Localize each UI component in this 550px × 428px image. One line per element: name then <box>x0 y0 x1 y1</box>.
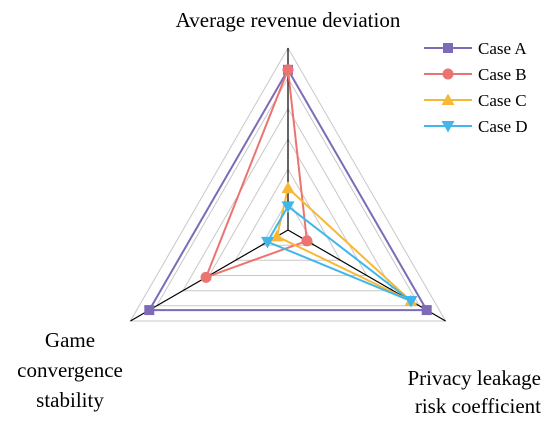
legend-item-case-b: Case B <box>424 65 527 84</box>
point-case-a-axis-1 <box>421 305 432 316</box>
axis-label-bottom-right-line2: risk coefficient <box>415 394 541 418</box>
legend-symbol-case-b <box>442 68 454 80</box>
legend: Case A Case B Case C Case D <box>424 39 528 136</box>
legend-marker-case-d <box>441 121 455 133</box>
series-line-case-d <box>266 204 412 302</box>
legend-marker-case-c <box>441 93 455 105</box>
radar-grid <box>129 46 447 322</box>
legend-marker-case-a <box>443 43 453 53</box>
series-line-case-b <box>204 69 308 279</box>
point-case-b-axis-1 <box>301 235 313 247</box>
series-case-b <box>200 64 313 283</box>
grid-ring-3 <box>208 137 368 276</box>
legend-marker-case-b <box>442 68 454 80</box>
point-case-d-axis-2 <box>261 236 275 249</box>
axis-label-bottom-left-line3: stability <box>36 388 104 412</box>
point-case-c-axis-2 <box>270 229 284 242</box>
legend-label-case-c: Case C <box>478 91 527 110</box>
legend-symbol-case-c <box>441 93 455 105</box>
point-case-b-axis-2 <box>200 271 212 283</box>
point-case-d-axis-1 <box>404 295 418 308</box>
grid-ring-4 <box>182 107 394 292</box>
point-case-c-axis-0 <box>281 181 295 194</box>
legend-symbol-case-a <box>443 43 453 53</box>
series-case-c <box>270 181 418 306</box>
grid-ring-6 <box>129 46 447 322</box>
axis-label-top: Average revenue deviation <box>176 8 401 32</box>
legend-item-case-d: Case D <box>424 117 528 136</box>
legend-label-case-a: Case A <box>478 39 527 58</box>
series-case-d <box>261 201 418 308</box>
series-line-case-a <box>147 67 429 312</box>
grid-ring-1 <box>260 198 316 246</box>
legend-label-case-d: Case D <box>478 117 528 136</box>
point-case-b-axis-0 <box>282 64 294 76</box>
legend-item-case-a: Case A <box>424 39 527 58</box>
point-case-d-axis-0 <box>281 201 295 213</box>
axis-label-bottom-right-line1: Privacy leakage <box>407 366 541 390</box>
legend-label-case-b: Case B <box>478 65 527 84</box>
axis-spoke-1 <box>287 229 446 322</box>
legend-item-case-c: Case C <box>424 91 527 110</box>
grid-ring-2 <box>234 168 342 261</box>
axis-label-bottom-left-line1: Game <box>45 328 95 352</box>
axis-label-bottom-left-line2: convergence <box>17 358 123 382</box>
legend-symbol-case-d <box>441 121 455 133</box>
radar-series <box>144 64 432 316</box>
point-case-a-axis-2 <box>144 305 155 316</box>
grid-ring-5 <box>155 77 421 307</box>
series-line-case-c <box>275 186 412 302</box>
